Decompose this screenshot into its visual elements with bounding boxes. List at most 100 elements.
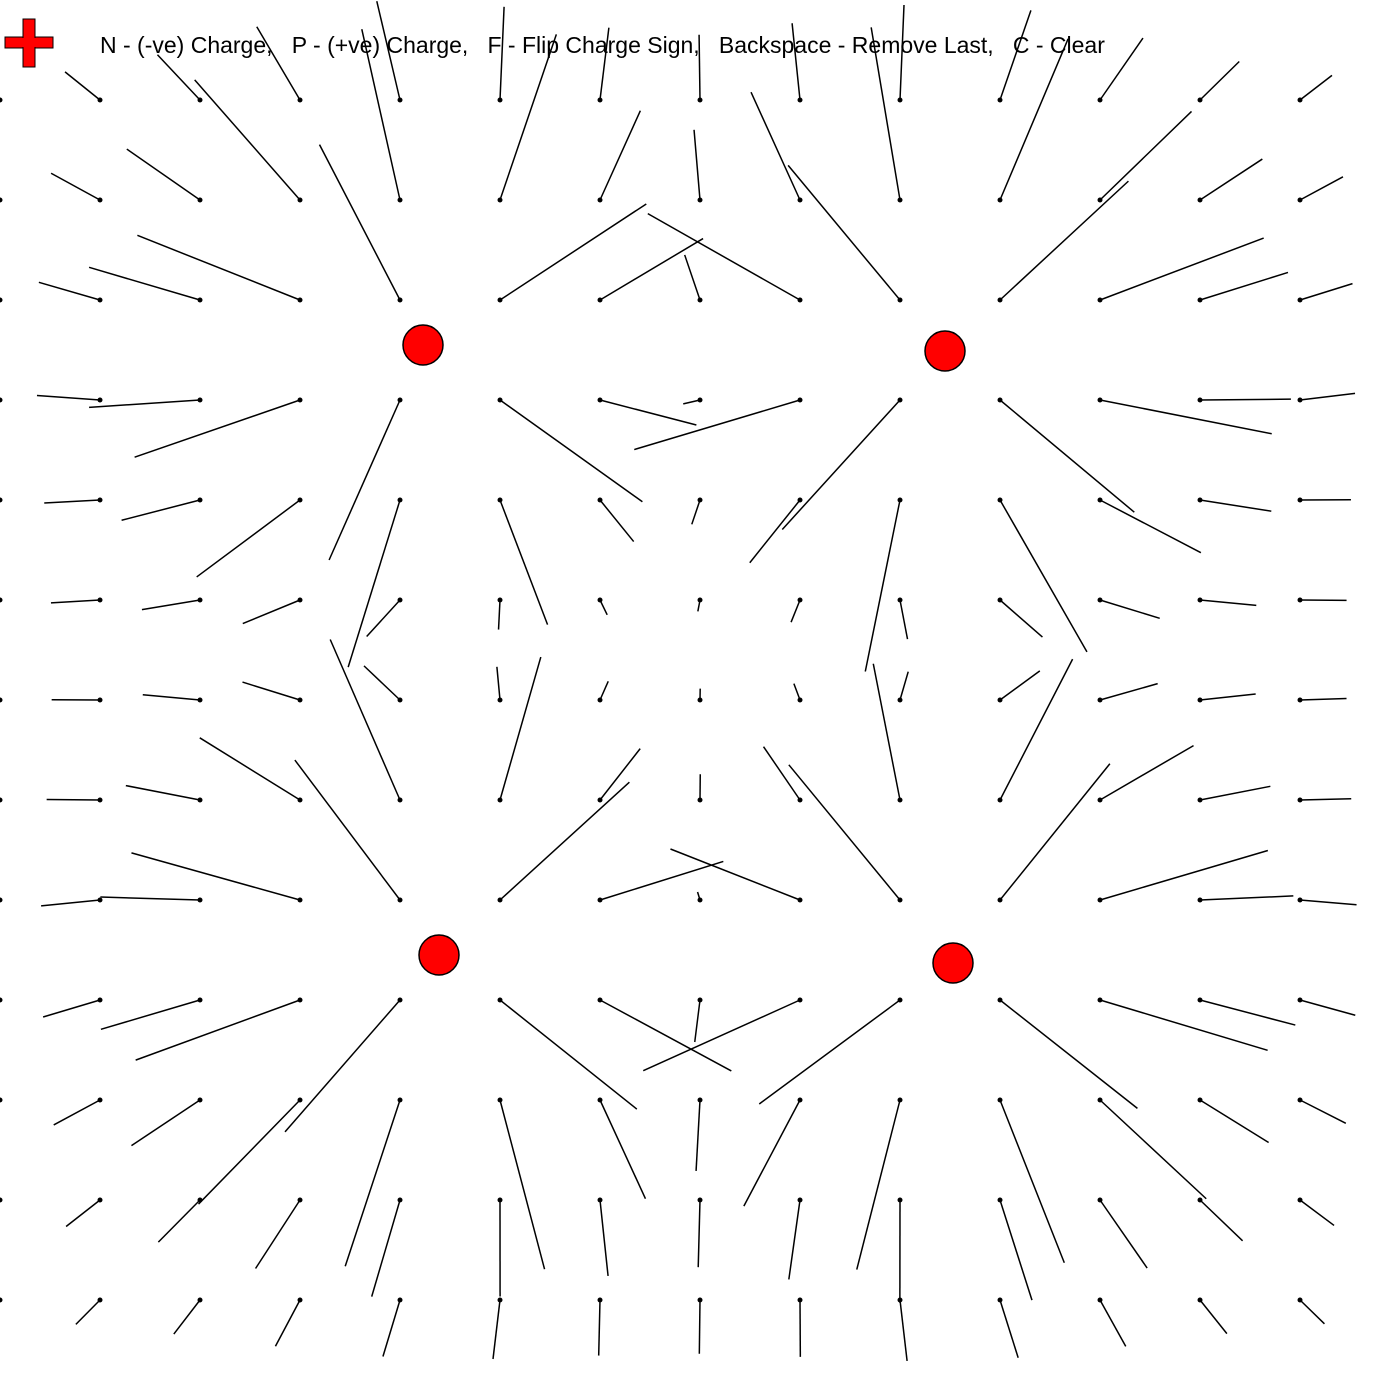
field-vector [1299, 1099, 1347, 1124]
field-vector [53, 1099, 101, 1126]
grid-point [697, 397, 703, 403]
grid-point [397, 597, 403, 603]
grid-point [297, 997, 303, 1003]
charge-positive[interactable] [402, 324, 444, 366]
field-vector [499, 1099, 546, 1270]
field-vector [698, 1299, 701, 1354]
field-vector [599, 499, 635, 543]
grid-point [397, 297, 403, 303]
field-vector [135, 999, 301, 1061]
field-vector [361, 29, 401, 201]
field-vector [1099, 499, 1202, 554]
field-vector [1199, 599, 1257, 607]
field-vector [141, 599, 201, 611]
field-vector [1099, 110, 1193, 201]
field-vector [318, 144, 401, 301]
grid-point [197, 697, 203, 703]
grid-point [1297, 797, 1303, 803]
grid-point [497, 897, 503, 903]
charge-positive[interactable] [924, 330, 966, 372]
grid-point [0, 697, 3, 703]
field-vector [642, 999, 801, 1072]
field-vector [196, 499, 301, 578]
grid-point [1197, 997, 1203, 1003]
grid-point [1297, 397, 1303, 403]
grid-point [297, 697, 303, 703]
grid-point [1097, 597, 1103, 603]
field-vector [46, 798, 101, 801]
field-vector [499, 656, 542, 801]
grid-point [97, 897, 103, 903]
plus-icon[interactable] [4, 18, 54, 68]
grid-point [1297, 1097, 1303, 1103]
grid-point [497, 197, 503, 203]
grid-point [597, 797, 603, 803]
field-vector [1199, 1199, 1244, 1242]
field-vector [999, 1099, 1066, 1264]
field-vector [131, 852, 301, 901]
grid-point [397, 197, 403, 203]
field-vector [1199, 1299, 1228, 1335]
field-vector [1099, 1199, 1148, 1269]
field-vector [126, 148, 201, 201]
grid-point [1297, 497, 1303, 503]
grid-point [797, 1097, 803, 1103]
field-vector [1199, 271, 1289, 301]
grid-point [197, 797, 203, 803]
grid-point [697, 1197, 703, 1203]
field-vector [781, 399, 901, 530]
field-vector [242, 599, 301, 625]
grid-point [0, 997, 3, 1003]
grid-point [97, 1297, 103, 1303]
grid-point [1197, 597, 1203, 603]
keyboard-help-text: N - (-ve) Charge, P - (+ve) Charge, F - … [100, 32, 1105, 58]
grid-point [1097, 197, 1103, 203]
field-vector [691, 499, 701, 525]
field-vector [1299, 999, 1356, 1016]
grid-point [597, 597, 603, 603]
grid-point [497, 1197, 503, 1203]
grid-point [897, 197, 903, 203]
field-vector [497, 599, 501, 630]
grid-point [0, 1197, 3, 1203]
grid-point [297, 397, 303, 403]
field-vector [1099, 237, 1264, 301]
grid-point [597, 997, 603, 1003]
field-vector [791, 23, 801, 101]
field-vector [599, 748, 641, 801]
grid-point [997, 197, 1003, 203]
grid-point [897, 1197, 903, 1203]
field-vector [65, 1199, 101, 1228]
grid-point [397, 997, 403, 1003]
charge-positive[interactable] [932, 942, 974, 984]
field-vector [599, 1199, 609, 1277]
field-vector [1099, 1299, 1127, 1347]
field-vector [599, 399, 697, 426]
field-vector [999, 1299, 1019, 1358]
field-vector [75, 1299, 101, 1325]
grid-point [197, 597, 203, 603]
grid-point [97, 297, 103, 303]
grid-point [797, 97, 803, 103]
grid-point [1097, 1197, 1103, 1203]
field-vector [1299, 176, 1344, 201]
grid-point [697, 197, 703, 203]
grid-point [0, 797, 3, 803]
grid-point [197, 1097, 203, 1103]
grid-point [297, 497, 303, 503]
grid-point [597, 97, 603, 103]
field-vector [647, 212, 801, 301]
grid-point [897, 697, 903, 703]
grid-point [1297, 1197, 1303, 1203]
grid-point [997, 897, 1003, 903]
grid-point [797, 797, 803, 803]
grid-point [397, 1097, 403, 1103]
grid-point [997, 1197, 1003, 1203]
charge-positive[interactable] [418, 934, 460, 976]
grid-point [497, 1097, 503, 1103]
grid-point [997, 697, 1003, 703]
field-vector [1099, 849, 1269, 901]
field-vector [50, 172, 101, 201]
grid-point [797, 1197, 803, 1203]
